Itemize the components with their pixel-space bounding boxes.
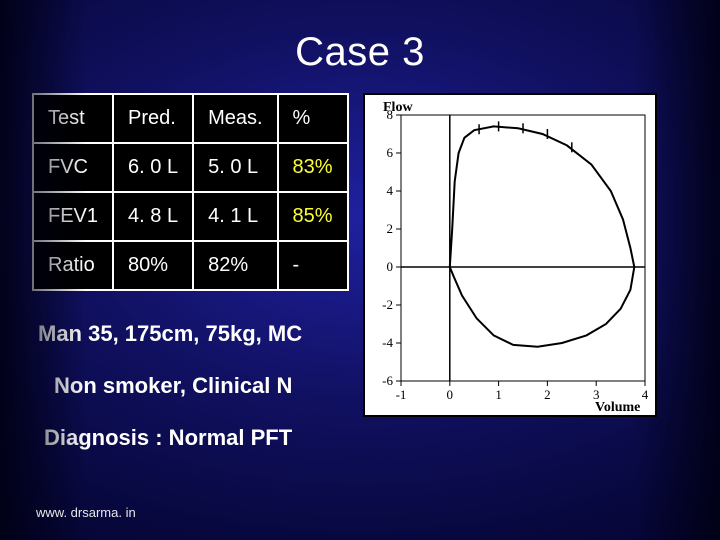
cell-test: FVC	[33, 143, 113, 192]
page-title: Case 3	[0, 0, 720, 93]
svg-text:Volume: Volume	[595, 400, 640, 415]
content-row: Test Pred. Meas. % FVC 6. 0 L 5. 0 L 83%…	[0, 93, 720, 477]
svg-text:1: 1	[495, 387, 502, 402]
cell-meas: 4. 1 L	[193, 192, 277, 241]
svg-text:0: 0	[446, 387, 453, 402]
note-diagnosis: Diagnosis : Normal PFT	[32, 425, 349, 451]
cell-test: FEV1	[33, 192, 113, 241]
note-history: Non smoker, Clinical N	[32, 373, 349, 399]
footer-url: www. drsarma. in	[36, 505, 136, 520]
table-header-row: Test Pred. Meas. %	[33, 94, 348, 143]
flow-volume-chart: -101234-6-4-202468FlowVolume	[363, 93, 657, 417]
col-test: Test	[33, 94, 113, 143]
table-row: Ratio 80% 82% -	[33, 241, 348, 290]
svg-text:2: 2	[386, 221, 393, 236]
col-meas: Meas.	[193, 94, 277, 143]
svg-text:-6: -6	[382, 373, 393, 388]
table-body: FVC 6. 0 L 5. 0 L 83% FEV1 4. 8 L 4. 1 L…	[33, 143, 348, 290]
svg-text:6: 6	[386, 145, 393, 160]
notes: Man 35, 175cm, 75kg, MC Non smoker, Clin…	[32, 321, 349, 451]
svg-text:4: 4	[386, 183, 393, 198]
left-column: Test Pred. Meas. % FVC 6. 0 L 5. 0 L 83%…	[32, 93, 349, 477]
svg-text:Flow: Flow	[383, 100, 413, 115]
cell-meas: 5. 0 L	[193, 143, 277, 192]
table-row: FVC 6. 0 L 5. 0 L 83%	[33, 143, 348, 192]
cell-pct: 83%	[278, 143, 348, 192]
svg-text:-1: -1	[395, 387, 406, 402]
cell-pred: 80%	[113, 241, 193, 290]
col-pct: %	[278, 94, 348, 143]
cell-pct: -	[278, 241, 348, 290]
svg-text:-2: -2	[382, 297, 393, 312]
col-pred: Pred.	[113, 94, 193, 143]
svg-text:2: 2	[544, 387, 551, 402]
table-row: FEV1 4. 8 L 4. 1 L 85%	[33, 192, 348, 241]
svg-text:-4: -4	[382, 335, 393, 350]
svg-text:4: 4	[641, 387, 648, 402]
svg-text:0: 0	[386, 259, 393, 274]
note-demographics: Man 35, 175cm, 75kg, MC	[32, 321, 349, 347]
cell-test: Ratio	[33, 241, 113, 290]
pft-table: Test Pred. Meas. % FVC 6. 0 L 5. 0 L 83%…	[32, 93, 349, 291]
cell-pct: 85%	[278, 192, 348, 241]
cell-pred: 6. 0 L	[113, 143, 193, 192]
cell-meas: 82%	[193, 241, 277, 290]
cell-pred: 4. 8 L	[113, 192, 193, 241]
